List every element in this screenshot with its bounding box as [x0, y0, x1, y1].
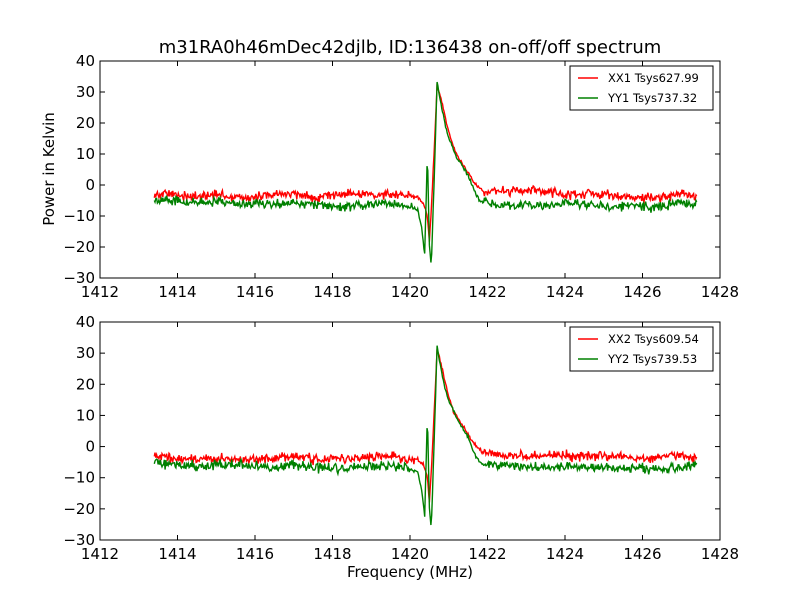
- x-tick-label: 1424: [546, 545, 584, 563]
- y-tick-label: 0: [85, 438, 95, 456]
- y-tick-label: 0: [85, 176, 95, 194]
- x-tick-label: 1412: [81, 545, 119, 563]
- x-tick-label: 1426: [623, 545, 661, 563]
- x-tick-label: 1426: [623, 283, 661, 301]
- y-tick-label: −20: [63, 238, 95, 256]
- x-tick-label: 1416: [236, 545, 274, 563]
- x-tick-label: 1416: [236, 283, 274, 301]
- series-line-yy: [153, 81, 698, 263]
- y-tick-label: 20: [76, 375, 95, 393]
- y-tick-label: 10: [76, 406, 95, 424]
- y-tick-label: 40: [76, 52, 95, 70]
- legend: XX2 Tsys609.54 YY2 Tsys739.53: [569, 326, 714, 372]
- x-tick-label: 1418: [313, 283, 351, 301]
- x-axis-label: Frequency (MHz): [347, 563, 473, 581]
- figure-title: m31RA0h46mDec42djlb, ID:136438 on-off/of…: [159, 37, 662, 58]
- x-tick-label: 1418: [313, 545, 351, 563]
- y-tick-label: −20: [63, 500, 95, 518]
- x-tick-label: 1420: [391, 283, 429, 301]
- bottom-panel: 1412 1414 1416 1418 1420 1422 1424 1426 1428 −30 −…: [63, 313, 739, 563]
- top-panel: 1412 1414 1416 1418 1420 1422 1424 1426 1428 −30 −…: [63, 52, 739, 301]
- x-tick-label: 1424: [546, 283, 584, 301]
- series-line-yy: [153, 345, 698, 526]
- y-tick-label: 10: [76, 145, 95, 163]
- x-tick-label: 1420: [391, 545, 429, 563]
- legend-box: [569, 65, 714, 111]
- y-tick-label: 30: [76, 344, 95, 362]
- legend: XX1 Tsys627.99 YY1 Tsys737.32: [569, 65, 714, 111]
- plot-area: [153, 345, 698, 526]
- y-tick-label: −10: [63, 207, 95, 225]
- legend-label: XX2 Tsys609.54: [608, 332, 699, 346]
- legend-label: YY1 Tsys737.32: [607, 91, 697, 105]
- y-tick-label: −30: [63, 269, 95, 287]
- x-tick-label: 1414: [158, 545, 196, 563]
- y-tick-label: 40: [76, 313, 95, 331]
- y-tick-label: 30: [76, 83, 95, 101]
- y-axis-label: Power in Kelvin: [40, 112, 58, 226]
- x-tick-label: 1428: [701, 283, 739, 301]
- x-tick-label: 1412: [81, 283, 119, 301]
- x-tick-label: 1422: [468, 283, 506, 301]
- y-tick-label: −10: [63, 469, 95, 487]
- plot-area: [153, 81, 698, 263]
- x-tick-label: 1422: [468, 545, 506, 563]
- legend-box: [569, 326, 714, 372]
- x-tick-label: 1428: [701, 545, 739, 563]
- x-tick-label: 1414: [158, 283, 196, 301]
- legend-label: XX1 Tsys627.99: [608, 71, 699, 85]
- legend-label: YY2 Tsys739.53: [607, 352, 697, 366]
- y-tick-label: −30: [63, 531, 95, 549]
- y-tick-label: 20: [76, 114, 95, 132]
